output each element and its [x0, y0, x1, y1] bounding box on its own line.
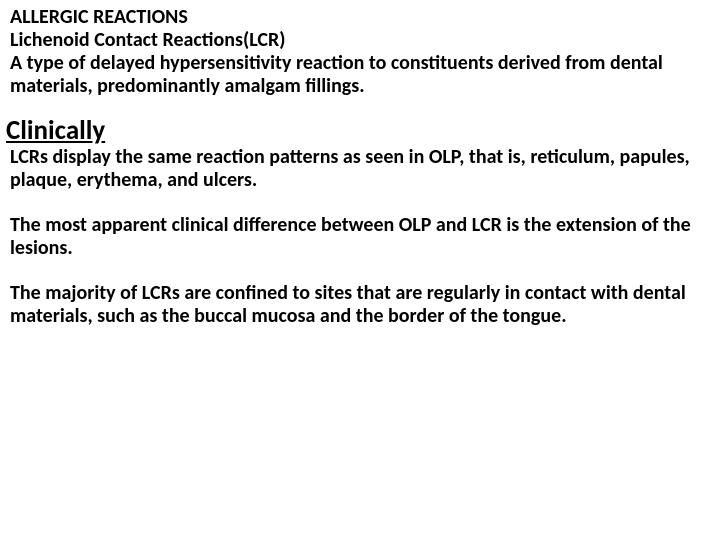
paragraph-1: LCRs display the same reaction patterns …	[10, 146, 710, 192]
subtitle: Lichenoid Contact Reactions(LCR)	[10, 29, 710, 52]
intro-paragraph: A type of delayed hypersensitivity react…	[10, 52, 710, 98]
spacer	[10, 98, 710, 116]
spacer	[10, 192, 710, 214]
paragraph-3: The majority of LCRs are confined to sit…	[10, 282, 710, 328]
paragraph-2: The most apparent clinical difference be…	[10, 214, 710, 260]
spacer	[10, 260, 710, 282]
section-title: ALLERGIC REACTIONS	[10, 6, 710, 29]
slide: ALLERGIC REACTIONS Lichenoid Contact Rea…	[0, 0, 720, 540]
clinically-heading: Clinically	[6, 116, 710, 146]
